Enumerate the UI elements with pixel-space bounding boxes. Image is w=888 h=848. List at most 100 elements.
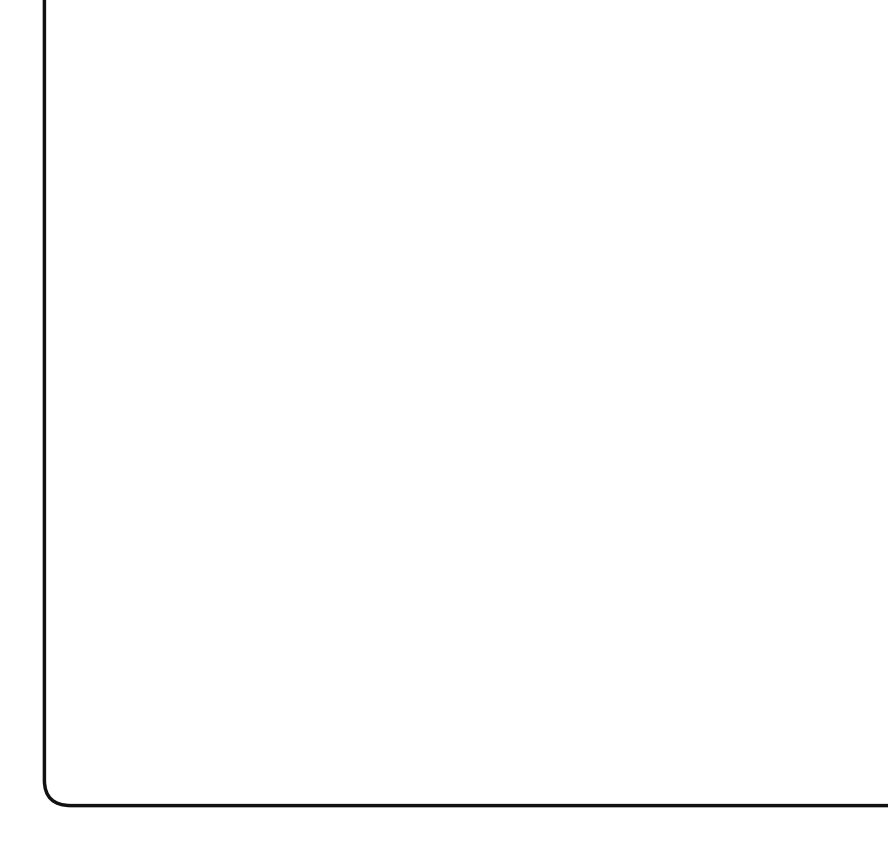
Text: ↑: ↑ bbox=[126, 537, 140, 555]
Text: decreases: decreases bbox=[253, 396, 331, 411]
Text: equilibrium: equilibrium bbox=[273, 164, 370, 178]
Text: NH: NH bbox=[643, 471, 668, 487]
Text: 2: 2 bbox=[542, 232, 548, 243]
Text: • The azide ion N: • The azide ion N bbox=[126, 678, 259, 693]
Text: increases: increases bbox=[363, 325, 436, 340]
Text: N: N bbox=[539, 325, 551, 340]
Text: increases: increases bbox=[253, 325, 326, 340]
Text: +: + bbox=[446, 164, 456, 173]
Text: >: > bbox=[576, 326, 591, 344]
Text: ↑: ↑ bbox=[242, 471, 255, 489]
Text: HN: HN bbox=[599, 325, 625, 340]
Text: >: > bbox=[601, 538, 615, 556]
Text: 3: 3 bbox=[615, 328, 622, 338]
Text: NH: NH bbox=[288, 645, 313, 661]
Text: ↑: ↑ bbox=[126, 396, 140, 414]
Text: increases: increases bbox=[253, 471, 326, 487]
Text: 2: 2 bbox=[545, 407, 551, 416]
Text: (pK: (pK bbox=[451, 164, 477, 178]
Text: 2: 2 bbox=[644, 233, 650, 243]
Text: steric effects.: steric effects. bbox=[304, 600, 423, 616]
Text: ) often performs: ) often performs bbox=[311, 645, 436, 661]
Text: ↑: ↑ bbox=[126, 247, 140, 265]
Text: >: > bbox=[559, 398, 574, 416]
Text: decreases: decreases bbox=[363, 247, 441, 261]
Text: —: — bbox=[473, 541, 489, 555]
Text: (electron withdrawing: (electron withdrawing bbox=[139, 409, 275, 422]
Text: 2: 2 bbox=[664, 615, 670, 625]
Text: a: a bbox=[472, 164, 479, 173]
Text: decreases: decreases bbox=[363, 537, 441, 552]
Text: Resonance: Resonance bbox=[139, 247, 222, 261]
Text: Nucleophilicity: Nucleophilicity bbox=[352, 208, 464, 223]
Text: •: • bbox=[126, 181, 135, 195]
Text: on nitrogen correlates well, but not perfectly, with its: on nitrogen correlates well, but not per… bbox=[204, 144, 632, 159]
Text: 2: 2 bbox=[587, 610, 593, 620]
Text: • Basicity is measured by the: • Basicity is measured by the bbox=[126, 164, 353, 178]
Text: • Extremely basic nitrogen (e.g.: • Extremely basic nitrogen (e.g. bbox=[126, 645, 371, 661]
Text: (electron donating: (electron donating bbox=[139, 484, 254, 498]
Text: 2: 2 bbox=[615, 483, 622, 493]
Text: Nucleophilicity: Nucleophilicity bbox=[136, 181, 263, 195]
Text: NH: NH bbox=[629, 405, 647, 418]
Text: ↓: ↓ bbox=[352, 247, 365, 265]
Text: 2: 2 bbox=[305, 649, 313, 658]
Text: 2: 2 bbox=[500, 545, 506, 555]
Text: ↑: ↑ bbox=[126, 325, 140, 343]
Text: sterically: sterically bbox=[669, 624, 725, 637]
Text: 3: 3 bbox=[547, 328, 554, 338]
Text: acid-base reactions: acid-base reactions bbox=[139, 659, 305, 674]
Text: groups): groups) bbox=[139, 496, 186, 509]
Text: of reaction with non-H (e.g. C): of reaction with non-H (e.g. C) bbox=[315, 181, 546, 195]
Text: decreases: decreases bbox=[253, 537, 331, 552]
Text: ↓: ↓ bbox=[352, 537, 365, 555]
Text: ⊖: ⊖ bbox=[529, 326, 540, 339]
Text: NH: NH bbox=[601, 480, 621, 493]
Text: NH: NH bbox=[650, 611, 670, 624]
Text: decreases: decreases bbox=[363, 396, 441, 411]
Text: s-character: s-character bbox=[139, 537, 226, 552]
Text: Neg charge: Neg charge bbox=[139, 325, 226, 340]
Text: ↓: ↓ bbox=[242, 247, 255, 265]
Text: • Nucloephilicity is more subject to: • Nucloephilicity is more subject to bbox=[126, 600, 395, 616]
Text: for its reaction with H: for its reaction with H bbox=[337, 164, 503, 178]
Text: Key differences:: Key differences: bbox=[126, 583, 250, 598]
Text: NH: NH bbox=[486, 542, 505, 555]
Text: NH: NH bbox=[573, 607, 591, 620]
Text: instead of the desired reaction at carbon: instead of the desired reaction at carbo… bbox=[241, 659, 554, 674]
Text: ⊖: ⊖ bbox=[280, 638, 290, 650]
Text: N: N bbox=[508, 478, 519, 493]
Text: —C≡N :: —C≡N : bbox=[616, 537, 670, 551]
Text: ↑: ↑ bbox=[126, 471, 140, 489]
Text: is a weak base but an excellent nucleophile: is a weak base but an excellent nucleoph… bbox=[226, 678, 560, 693]
Text: decreases: decreases bbox=[253, 247, 331, 261]
Text: O: O bbox=[610, 376, 622, 390]
Text: ↓: ↓ bbox=[242, 396, 255, 414]
Text: basicity.: basicity. bbox=[601, 144, 676, 159]
Text: ↓: ↓ bbox=[242, 537, 255, 555]
Text: H: H bbox=[516, 484, 525, 498]
Text: :: : bbox=[637, 471, 641, 487]
Text: NH: NH bbox=[625, 233, 645, 247]
Text: ↑: ↑ bbox=[352, 325, 365, 343]
Text: >: > bbox=[627, 473, 642, 491]
Text: groups): groups) bbox=[139, 421, 186, 433]
Text: Basicity: Basicity bbox=[242, 208, 301, 223]
Text: EWG: EWG bbox=[139, 396, 178, 411]
Text: >: > bbox=[557, 473, 572, 491]
Text: rate: rate bbox=[295, 181, 330, 195]
Text: 3: 3 bbox=[219, 681, 226, 691]
Text: ↑: ↑ bbox=[242, 325, 255, 343]
Text: ↓: ↓ bbox=[352, 396, 365, 414]
Text: >: > bbox=[526, 538, 541, 556]
Text: >: > bbox=[595, 602, 610, 620]
Text: Summary: Nucleophilicity on Nitrogen: Summary: Nucleophilicity on Nitrogen bbox=[126, 119, 512, 137]
Text: increases: increases bbox=[363, 471, 436, 487]
Text: ): ) bbox=[477, 164, 483, 178]
Text: hindered: hindered bbox=[669, 635, 725, 649]
Text: NH: NH bbox=[531, 404, 550, 416]
Text: Nucleophilicity: Nucleophilicity bbox=[126, 144, 261, 159]
Text: C=N: C=N bbox=[543, 544, 577, 558]
Text: 3: 3 bbox=[660, 474, 667, 484]
Text: EDG: EDG bbox=[139, 471, 174, 487]
